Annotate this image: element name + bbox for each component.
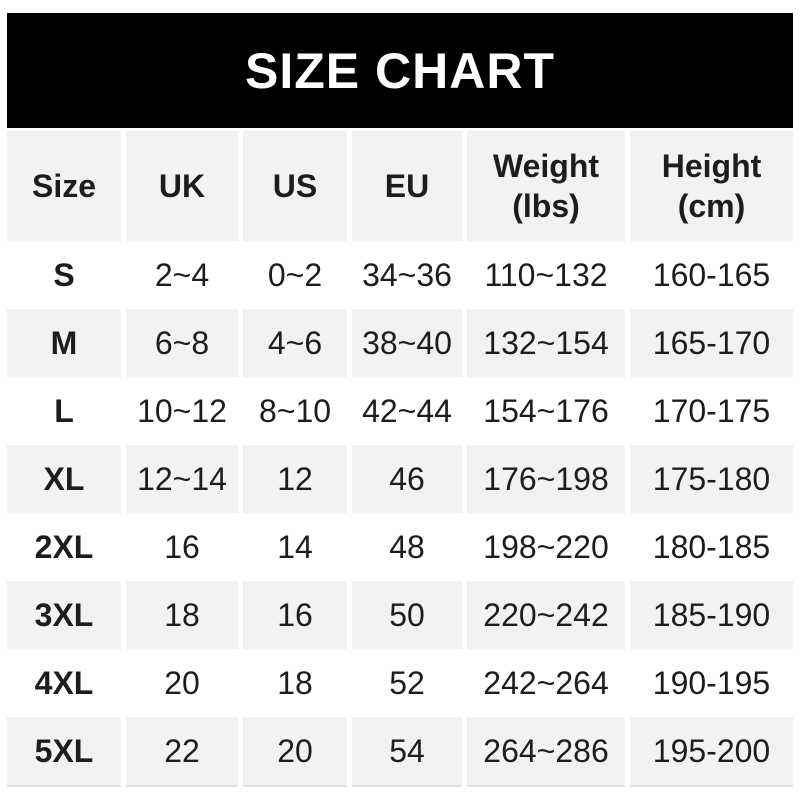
- cell-weight: 198~220: [467, 513, 625, 581]
- cell-height: 165-170: [630, 309, 793, 377]
- cell-height: 195-200: [630, 717, 793, 787]
- page-title: SIZE CHART: [245, 42, 555, 99]
- cell-eu: 42~44: [352, 377, 462, 445]
- row-label: 5XL: [7, 717, 121, 787]
- table-row-3xl: 3XL 18 16 50 220~242 185-190: [7, 581, 793, 649]
- header-cell-size: Size: [7, 131, 121, 241]
- cell-us: 0~2: [243, 241, 347, 309]
- row-label: S: [7, 241, 121, 309]
- row-label: XL: [7, 445, 121, 513]
- cell-uk: 20: [126, 649, 238, 717]
- table-row-5xl: 5XL 22 20 54 264~286 195-200: [7, 717, 793, 787]
- cell-uk: 10~12: [126, 377, 238, 445]
- row-label: 4XL: [7, 649, 121, 717]
- header-cell-height: Height (cm): [630, 131, 793, 241]
- cell-weight: 264~286: [467, 717, 625, 787]
- row-label: 3XL: [7, 581, 121, 649]
- cell-height: 175-180: [630, 445, 793, 513]
- cell-us: 8~10: [243, 377, 347, 445]
- row-label: L: [7, 377, 121, 445]
- cell-height: 170-175: [630, 377, 793, 445]
- header-row: Size UK US EU Weight (lbs) Height (cm): [7, 131, 793, 241]
- cell-us: 14: [243, 513, 347, 581]
- cell-uk: 22: [126, 717, 238, 787]
- cell-eu: 52: [352, 649, 462, 717]
- cell-weight: 154~176: [467, 377, 625, 445]
- cell-eu: 54: [352, 717, 462, 787]
- cell-uk: 16: [126, 513, 238, 581]
- cell-eu: 38~40: [352, 309, 462, 377]
- cell-weight: 132~154: [467, 309, 625, 377]
- cell-us: 12: [243, 445, 347, 513]
- header-cell-eu: EU: [352, 131, 462, 241]
- cell-uk: 6~8: [126, 309, 238, 377]
- cell-us: 4~6: [243, 309, 347, 377]
- cell-height: 160-165: [630, 241, 793, 309]
- cell-height: 180-185: [630, 513, 793, 581]
- cell-weight: 242~264: [467, 649, 625, 717]
- cell-eu: 48: [352, 513, 462, 581]
- cell-eu: 46: [352, 445, 462, 513]
- cell-height: 190-195: [630, 649, 793, 717]
- cell-us: 18: [243, 649, 347, 717]
- table-row-s: S 2~4 0~2 34~36 110~132 160-165: [7, 241, 793, 309]
- size-chart-table: Size UK US EU Weight (lbs) Height (cm) S…: [2, 131, 798, 787]
- header-cell-weight: Weight (lbs): [467, 131, 625, 241]
- cell-us: 16: [243, 581, 347, 649]
- table-row-2xl: 2XL 16 14 48 198~220 180-185: [7, 513, 793, 581]
- row-label: 2XL: [7, 513, 121, 581]
- cell-uk: 2~4: [126, 241, 238, 309]
- cell-eu: 50: [352, 581, 462, 649]
- cell-eu: 34~36: [352, 241, 462, 309]
- cell-weight: 110~132: [467, 241, 625, 309]
- cell-us: 20: [243, 717, 347, 787]
- table-row-xl: XL 12~14 12 46 176~198 175-180: [7, 445, 793, 513]
- cell-uk: 12~14: [126, 445, 238, 513]
- table-row-4xl: 4XL 20 18 52 242~264 190-195: [7, 649, 793, 717]
- cell-height: 185-190: [630, 581, 793, 649]
- banner: SIZE CHART: [7, 13, 793, 128]
- table-row-l: L 10~12 8~10 42~44 154~176 170-175: [7, 377, 793, 445]
- header-cell-uk: UK: [126, 131, 238, 241]
- table-row-m: M 6~8 4~6 38~40 132~154 165-170: [7, 309, 793, 377]
- cell-uk: 18: [126, 581, 238, 649]
- cell-weight: 220~242: [467, 581, 625, 649]
- row-label: M: [7, 309, 121, 377]
- cell-weight: 176~198: [467, 445, 625, 513]
- header-cell-us: US: [243, 131, 347, 241]
